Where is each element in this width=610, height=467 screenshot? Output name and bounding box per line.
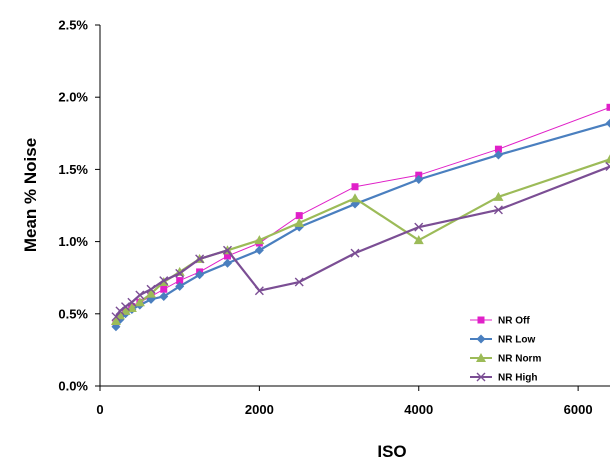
data-point-nr-low [195,270,205,280]
data-point-nr-norm [254,235,265,245]
data-point-nr-off [224,252,231,260]
legend-item-nr-low: NR Low [470,334,535,346]
legend-label-nr-norm: NR Norm [498,354,541,365]
data-point-nr-high [254,286,264,296]
data-point-nr-norm [605,154,610,164]
data-point-nr-off [295,212,303,220]
data-point-nr-low [414,175,424,185]
data-point-nr-low [175,281,185,291]
data-point-nr-off [606,103,610,111]
data-point-nr-norm [413,235,424,245]
legend-label-nr-low: NR Low [498,335,535,346]
data-point-nr-high [414,222,424,232]
legend-item-nr-high: NR High [470,373,537,384]
data-point-nr-norm [120,305,131,315]
data-point-nr-norm [350,193,360,203]
x-tick-label: 0 [96,402,103,417]
data-point-nr-high [175,268,185,278]
y-tick-label: 1.0% [58,234,88,249]
series-line-nr-low [114,122,610,328]
axes [99,25,610,387]
y-axis-title: Mean % Noise [21,138,40,252]
data-point-nr-high [294,277,304,287]
y-tick-label: 2.0% [58,90,88,105]
y-tick-label: 0.0% [58,379,88,394]
data-point-nr-norm [493,191,504,201]
data-point-nr-high [159,276,169,286]
series-nr-norm [110,154,610,326]
legend-marker-nr-high [476,372,486,382]
data-point-nr-off [160,285,168,293]
legend-item-nr-off: NR Off [470,316,530,327]
legend-label-nr-off: NR Off [498,316,530,327]
data-point-nr-low [254,245,264,255]
series-line-nr-high [115,165,610,318]
data-point-nr-high [350,248,360,258]
series-nr-off [112,103,610,328]
data-point-nr-high [223,245,232,255]
data-point-nr-low [493,150,503,160]
legend-marker-nr-norm [476,353,486,362]
data-point-nr-off [494,145,502,153]
data-point-nr-off [351,183,359,191]
data-point-nr-high [493,205,503,215]
y-tick-label: 0.5% [58,306,88,321]
data-point-nr-high [115,306,125,316]
series-nr-low [111,118,610,332]
legend-item-nr-norm: NR Norm [470,353,541,365]
data-point-nr-high [146,284,156,294]
data-point-nr-low [605,118,610,128]
data-point-nr-norm [294,217,305,227]
data-point-nr-high [111,312,121,322]
x-tick-labels: 0 2000 4000 6000 [96,386,593,417]
data-point-nr-low [223,258,232,268]
data-point-nr-norm [146,288,156,298]
plot-lines [110,103,610,332]
legend: NR Off NR Low NR Norm NR High [470,316,541,384]
x-tick-label: 6000 [564,402,593,417]
data-point-nr-norm [134,297,145,307]
x-tick-label: 2000 [245,402,274,417]
data-point-nr-high [127,297,137,307]
data-point-nr-high [605,162,610,172]
data-point-nr-low [159,291,169,301]
series-nr-high [111,162,610,322]
legend-marker-nr-off [477,316,485,324]
series-line-nr-off [115,106,610,325]
data-point-nr-off [176,277,184,285]
x-tick-label: 4000 [404,402,433,417]
legend-label-nr-high: NR High [498,373,537,384]
data-point-nr-norm [110,316,121,326]
series-line-nr-norm [115,158,610,322]
x-axis-title: ISO [377,442,406,461]
data-point-nr-high [135,290,145,300]
data-point-nr-high [121,302,130,312]
y-tick-labels: 0.0% 0.5% 1.0% 1.5% 2.0% 2.5% [58,18,100,394]
y-tick-label: 1.5% [58,162,88,177]
data-point-nr-norm [114,310,125,320]
y-tick-label: 2.5% [58,18,88,33]
data-point-nr-high [195,254,205,264]
legend-marker-nr-low [476,334,486,344]
